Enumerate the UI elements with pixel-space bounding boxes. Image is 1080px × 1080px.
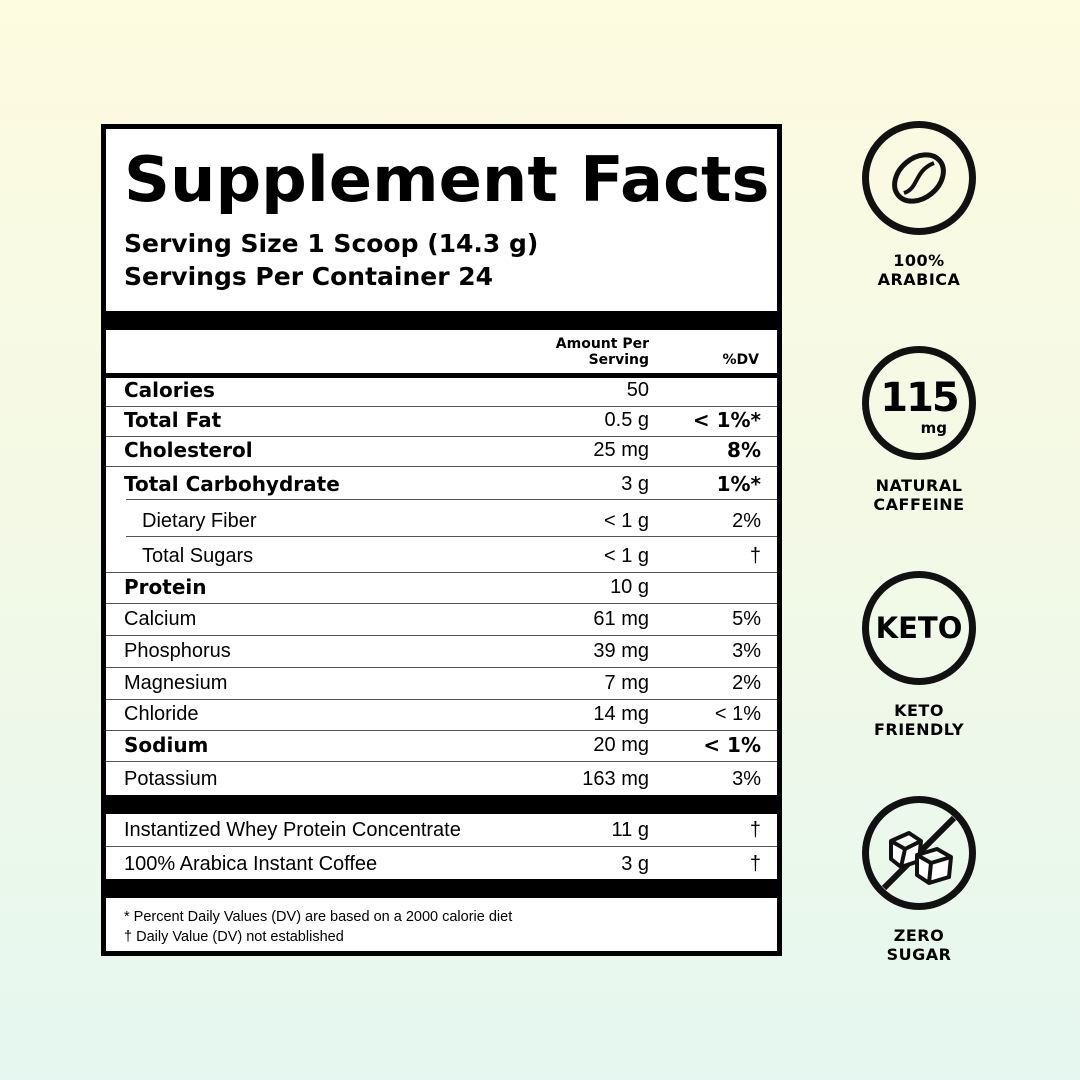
ingredient-dv: † — [749, 819, 761, 841]
ingredient-dv: † — [749, 853, 761, 875]
servings-per-container: Servings Per Container 24 — [124, 262, 494, 291]
footnotes: * Percent Daily Values (DV) are based on… — [124, 907, 512, 947]
no-sugar-icon — [862, 796, 976, 910]
nutrient-name: Total Sugars — [142, 545, 254, 567]
nutrient-dv: < 1% — [714, 703, 761, 725]
nutrient-row: Cholesterol 25 mg 8% — [106, 437, 777, 467]
caffeine-icon: 115 mg — [862, 346, 976, 460]
nutrient-row: Dietary Fiber < 1 g 2% — [106, 500, 777, 537]
nutrient-amount: 7 mg — [604, 672, 649, 694]
nutrient-dv: < 1%* — [692, 408, 761, 432]
nutrient-name: Potassium — [124, 768, 218, 790]
nutrient-name: Magnesium — [124, 672, 228, 694]
nutrient-dv: † — [749, 545, 761, 567]
ingredient-name: 100% Arabica Instant Coffee — [124, 853, 378, 875]
nutrient-dv: < 1% — [703, 733, 761, 757]
badge-caption: 100% ARABICA — [877, 251, 961, 289]
nutrient-row: Protein 10 g — [106, 573, 777, 604]
nutrient-row: Phosphorus 39 mg 3% — [106, 636, 777, 668]
nutrient-dv: 2% — [732, 510, 761, 532]
nutrient-dv: 1%* — [716, 472, 761, 496]
nutrient-name: Calories — [124, 378, 215, 402]
nutrient-row: Calories 50 — [106, 378, 777, 407]
nutrient-amount: 20 mg — [593, 734, 649, 756]
ingredient-row: Instantized Whey Protein Concentrate 11 g… — [106, 814, 777, 847]
badge-zero-sugar: ZERO SUGAR — [862, 796, 976, 964]
nutrient-name: Cholesterol — [124, 438, 253, 462]
dv-header: %DV — [722, 352, 759, 368]
nutrient-amount: 14 mg — [593, 703, 649, 725]
badge-keto: KETO KETO FRIENDLY — [862, 571, 976, 739]
nutrient-row: Calcium 61 mg 5% — [106, 604, 777, 636]
nutrient-dv: 2% — [732, 672, 761, 694]
nutrient-amount: 3 g — [621, 473, 649, 495]
nutrient-row: Magnesium 7 mg 2% — [106, 668, 777, 700]
nutrient-dv: 3% — [732, 640, 761, 662]
keto-icon: KETO — [862, 571, 976, 685]
badge-caption: NATURAL CAFFEINE — [873, 476, 965, 514]
nutrient-amount: < 1 g — [603, 510, 649, 532]
nutrient-amount: 0.5 g — [604, 409, 649, 431]
divider-thick — [106, 795, 777, 814]
nutrient-amount: 25 mg — [593, 439, 649, 461]
nutrient-name: Dietary Fiber — [142, 510, 257, 532]
footnote-dagger: † Daily Value (DV) not established — [124, 929, 344, 945]
label-title: Supplement Facts — [124, 143, 770, 216]
nutrient-name: Calcium — [124, 608, 197, 630]
nutrient-name: Total Carbohydrate — [124, 472, 340, 496]
divider-thick — [106, 879, 777, 898]
ingredient-amount: 3 g — [621, 853, 649, 875]
badge-arabica: 100% ARABICA — [862, 121, 976, 289]
badge-caption: ZERO SUGAR — [886, 926, 952, 964]
serving-size: Serving Size 1 Scoop (14.3 g) — [124, 229, 539, 258]
nutrient-row: Potassium 163 mg 3% — [106, 762, 777, 795]
nutrient-name: Protein — [124, 575, 207, 599]
ingredient-row: 100% Arabica Instant Coffee 3 g † — [106, 847, 777, 880]
badge-caffeine: 115 mg NATURAL CAFFEINE — [862, 346, 976, 514]
divider-medium — [106, 373, 777, 378]
nutrient-name: Chloride — [124, 703, 199, 725]
nutrient-row: Sodium 20 mg < 1% — [106, 731, 777, 762]
amount-header: Amount Per Serving — [555, 336, 649, 368]
nutrient-row: Total Carbohydrate 3 g 1%* — [106, 467, 777, 500]
nutrient-name: Phosphorus — [124, 640, 231, 662]
nutrient-dv: 3% — [732, 768, 761, 790]
footnote-dv: * Percent Daily Values (DV) are based on… — [124, 909, 513, 925]
nutrient-name: Sodium — [124, 733, 209, 757]
nutrient-amount: 10 g — [610, 576, 649, 598]
coffee-bean-icon — [862, 121, 976, 235]
nutrient-name: Total Fat — [124, 408, 222, 432]
nutrient-amount: 50 — [626, 379, 649, 401]
nutrient-amount: 61 mg — [593, 608, 649, 630]
ingredient-name: Instantized Whey Protein Concentrate — [124, 819, 461, 841]
nutrient-amount: 163 mg — [582, 768, 649, 790]
ingredient-amount: 11 g — [611, 819, 649, 841]
nutrient-amount: < 1 g — [603, 545, 649, 567]
supplement-facts-label: Supplement Facts Serving Size 1 Scoop (1… — [101, 124, 782, 956]
nutrient-amount: 39 mg — [593, 640, 649, 662]
column-header: Amount Per Serving %DV — [106, 330, 777, 373]
nutrient-dv: 8% — [727, 438, 761, 462]
nutrient-dv: 5% — [732, 608, 761, 630]
nutrient-row: Total Fat 0.5 g < 1%* — [106, 407, 777, 437]
nutrient-row: Chloride 14 mg < 1% — [106, 700, 777, 731]
divider-thick — [106, 311, 777, 330]
nutrient-row: Total Sugars < 1 g † — [106, 537, 777, 573]
badge-caption: KETO FRIENDLY — [873, 701, 965, 739]
